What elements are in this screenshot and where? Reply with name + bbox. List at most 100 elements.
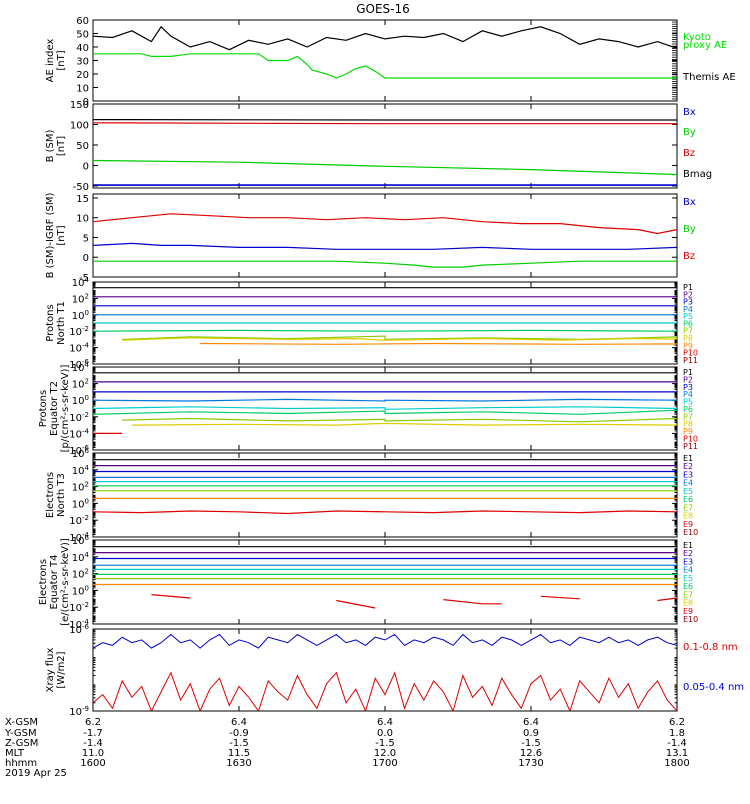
- series-line-by: [93, 261, 677, 267]
- y-axis-label: Protons: [45, 304, 56, 341]
- x-axis-row-value: 1600: [80, 758, 105, 769]
- series-line-p6: [93, 330, 677, 331]
- y-axis-label: Equator T4: [49, 555, 60, 610]
- legend-entry: Bx: [683, 197, 696, 208]
- y-tick-label: 60: [76, 16, 89, 27]
- y-tick-label: 10-2: [69, 514, 89, 527]
- y-tick-label: 10-6: [69, 623, 89, 636]
- y-tick-label: 102: [72, 378, 89, 391]
- y-tick-label: 10-2: [69, 601, 89, 614]
- legend-entry: 0.1-0.8 nm: [683, 642, 738, 653]
- y-tick-label: 100: [72, 497, 89, 510]
- y-axis-label: North T1: [56, 301, 67, 345]
- x-ticks: [93, 104, 677, 188]
- y-tick-label: 100: [70, 120, 89, 131]
- y-axis-label: [W/m2]: [56, 651, 67, 688]
- legend-entry: P11: [683, 442, 698, 451]
- y-axis-label: [e/(cm²-s-sr-keV)]: [60, 538, 71, 626]
- legend-entry: 0.05-0.4 nm: [683, 682, 744, 693]
- legend-entry: By: [683, 127, 696, 138]
- y-tick-label: 10: [76, 84, 89, 95]
- y-axis-label: Electrons: [38, 559, 49, 605]
- series-group: [93, 288, 750, 345]
- y-axis-label: [nT]: [56, 225, 67, 245]
- y-axis-label: [p/(cm²-s-sr-keV)]: [60, 365, 71, 453]
- x-axis-row-value: 6.4: [523, 717, 539, 728]
- y-tick-label: 104: [72, 361, 90, 374]
- legend-entry: P11: [683, 356, 698, 365]
- x-axis-row-value: 6.2: [669, 717, 685, 728]
- series-line-e9-a: [151, 595, 190, 598]
- series-group: [93, 214, 677, 267]
- y-tick-label: 104: [72, 464, 90, 477]
- y-axis: 10-910-6: [69, 623, 677, 718]
- y-tick-label: 5: [83, 233, 89, 244]
- legend-entry: Themis AE: [682, 72, 736, 83]
- y-tick-label: 50: [76, 141, 89, 152]
- series-line-p9: [200, 344, 750, 345]
- y-axis-label: North T3: [56, 473, 67, 517]
- panel-frame: [93, 20, 677, 101]
- date-label: 2019 Apr 25: [5, 768, 67, 779]
- y-tick-label: 102: [72, 568, 89, 581]
- series-line-e9: [93, 511, 677, 514]
- series-group: [93, 120, 677, 186]
- y-tick-label: 30: [76, 57, 89, 68]
- series-line-0-1-0-8-nm: [93, 673, 677, 711]
- series-line-themis-ae: [93, 54, 687, 78]
- x-ticks: [93, 20, 677, 101]
- x-axis-row-value: 6.4: [377, 717, 393, 728]
- y-axis-label: AE index: [45, 39, 56, 83]
- y-tick-label: 102: [72, 481, 89, 494]
- y-tick-label: 102: [72, 292, 89, 305]
- y-tick-label: 40: [76, 43, 89, 54]
- legend-entry: Bx: [683, 107, 696, 118]
- series-line-p4: [93, 399, 750, 401]
- x-axis-row-value: 1700: [372, 758, 397, 769]
- x-axis-row-value: 1630: [226, 758, 251, 769]
- x-axis-row-value: 6.2: [85, 717, 101, 728]
- series-line-kyoto-proxy-ae: [93, 27, 677, 50]
- series-group: [93, 373, 750, 434]
- y-tick-label: 10-4: [69, 342, 89, 355]
- y-tick-label: 100: [72, 584, 89, 597]
- panel-frame: [93, 104, 677, 188]
- y-tick-label: -50: [73, 182, 89, 193]
- y-tick-label: 10-4: [69, 427, 89, 440]
- y-tick-label: 50: [76, 30, 89, 41]
- y-tick-label: 106: [72, 447, 90, 460]
- y-tick-label: 106: [72, 534, 90, 547]
- series-line-p8: [132, 423, 750, 425]
- legend-entry: E10: [683, 615, 698, 624]
- series-line-e9-b: [336, 601, 375, 609]
- y-tick-label: 104: [72, 276, 90, 289]
- legend-entry: Bmag: [683, 169, 712, 180]
- series-line-bz: [93, 214, 677, 234]
- plot-title: GOES-16: [356, 2, 410, 16]
- series-line-e9-d: [541, 596, 580, 599]
- x-axis-row-value: 1800: [664, 758, 689, 769]
- legend-entry: E10: [683, 528, 698, 537]
- y-axis-label: [nT]: [56, 50, 67, 70]
- series-line-bx: [93, 243, 677, 249]
- series-line-e9-c: [443, 600, 501, 604]
- series-line-e9-e: [658, 598, 678, 601]
- series-line-0-05-0-4-nm: [93, 635, 677, 649]
- y-axis-label: Protons: [38, 390, 49, 427]
